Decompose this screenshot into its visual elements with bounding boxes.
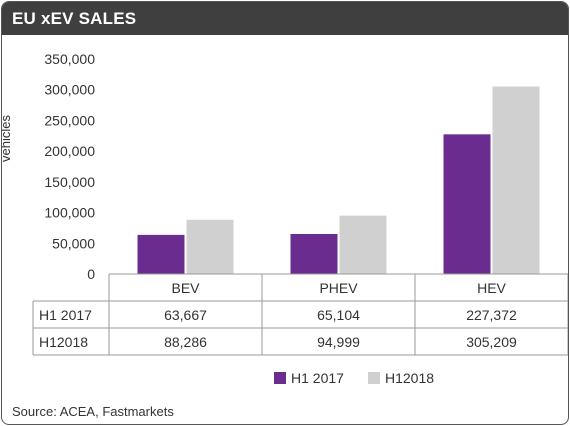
bar: [186, 219, 234, 274]
data-label: 227,372: [466, 307, 517, 323]
y-tick-label: 150,000: [44, 174, 95, 190]
data-label: 65,104: [317, 307, 360, 323]
chart-title: EU xEV SALES: [12, 9, 137, 28]
category-label: BEV: [171, 280, 200, 296]
data-label: 94,999: [317, 334, 360, 350]
category-label: HEV: [477, 280, 506, 296]
y-tick-label: 50,000: [52, 235, 95, 251]
y-tick-label: 100,000: [44, 205, 95, 221]
y-tick-label: 0: [87, 266, 95, 282]
y-tick-label: 350,000: [44, 51, 95, 67]
y-tick-label: 250,000: [44, 112, 95, 128]
legend-item-h1-2018: H12018: [368, 370, 434, 386]
source-note: Source: ACEA, Fastmarkets: [12, 404, 174, 419]
title-bar: EU xEV SALES: [2, 2, 568, 35]
y-tick-label: 300,000: [44, 82, 95, 98]
bar: [443, 134, 491, 274]
legend-swatch-h1-2017: [274, 372, 286, 384]
bar: [290, 234, 338, 274]
legend-label-h1-2018: H12018: [385, 370, 435, 386]
data-label: 305,209: [466, 334, 517, 350]
legend-item-h1-2017: H1 2017: [274, 370, 344, 386]
legend-swatch-h1-2018: [368, 372, 380, 384]
bar: [137, 234, 185, 274]
data-label: 88,286: [164, 334, 207, 350]
bar: [492, 86, 540, 275]
data-label: 63,667: [164, 307, 207, 323]
table-series-label: H1 2017: [39, 307, 92, 323]
bar: [339, 215, 387, 274]
category-label: PHEV: [319, 280, 358, 296]
legend-label-h1-2017: H1 2017: [291, 370, 344, 386]
y-tick-label: 200,000: [44, 143, 95, 159]
table-series-label: H12018: [39, 334, 88, 350]
y-axis-label: vehicles: [1, 115, 13, 162]
